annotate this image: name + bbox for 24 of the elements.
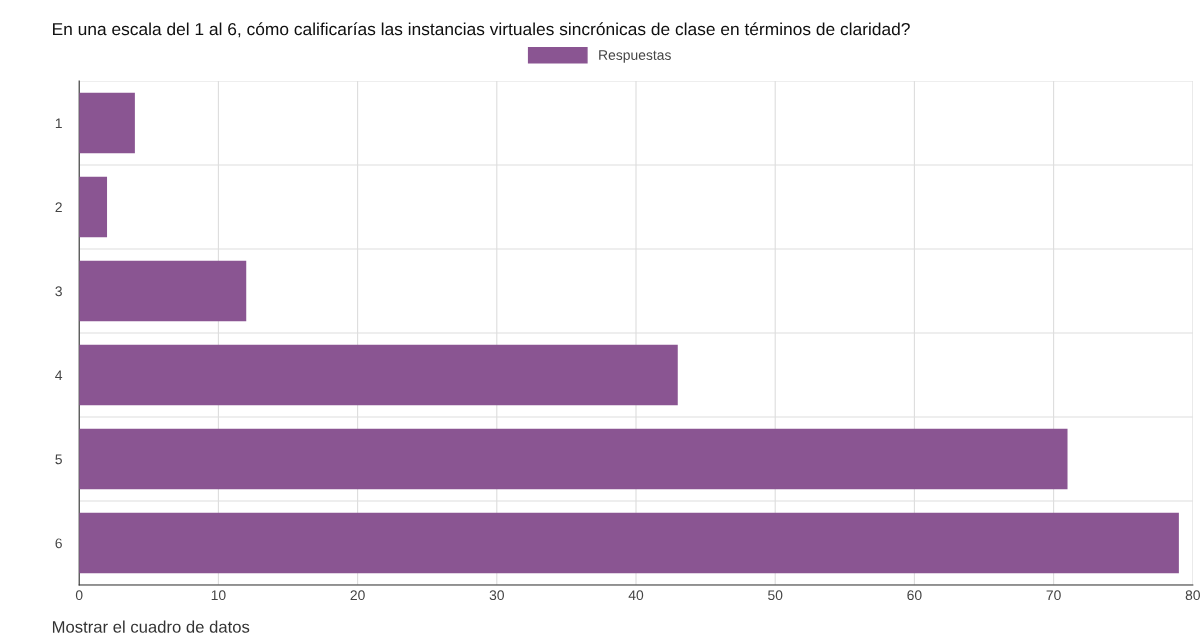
- x-tick-label: 60: [907, 590, 922, 601]
- y-tick-label: 1: [55, 118, 62, 129]
- chart-title: En una escala del 1 al 6, cómo calificarías las instancias virtuales sincrónicas de clase en términos de claridad?: [53, 22, 910, 38]
- y-tick-label: 2: [55, 202, 62, 213]
- x-tick-label: 10: [211, 590, 226, 601]
- bar: [79, 92, 135, 154]
- y-tick-label: 4: [55, 370, 63, 381]
- x-tick-label: 70: [1046, 590, 1061, 601]
- bar: [79, 512, 1179, 574]
- x-tick-label: 40: [628, 590, 644, 601]
- bar: [79, 344, 678, 406]
- bar: [79, 176, 108, 238]
- legend-label: Respuestas: [599, 50, 671, 63]
- y-tick-label: 5: [55, 454, 62, 465]
- x-tick-label: 30: [489, 590, 504, 601]
- x-tick-label: 0: [75, 590, 83, 601]
- y-tick-label: 3: [55, 286, 62, 297]
- y-tick-label: 6: [55, 538, 62, 549]
- x-tick-label: 20: [350, 590, 365, 601]
- text: Mostrar el cuadro de datos: [52, 620, 250, 633]
- bar: [79, 428, 1068, 490]
- x-tick-label: 80: [1185, 590, 1200, 601]
- bar: [79, 260, 247, 322]
- x-tick-label: 50: [768, 590, 783, 601]
